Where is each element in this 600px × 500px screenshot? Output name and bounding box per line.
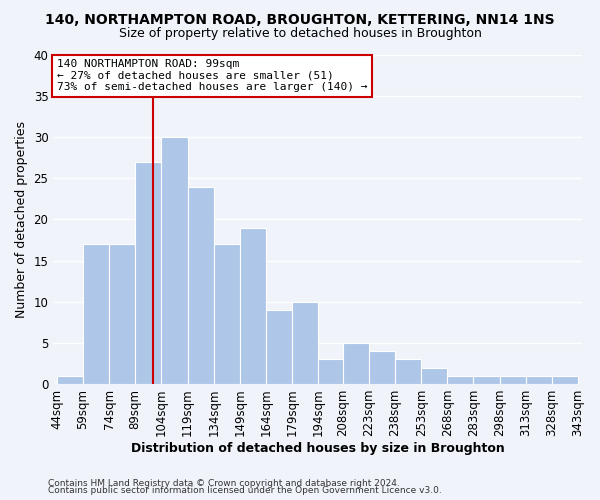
Bar <box>343 343 369 384</box>
Text: 140, NORTHAMPTON ROAD, BROUGHTON, KETTERING, NN14 1NS: 140, NORTHAMPTON ROAD, BROUGHTON, KETTER… <box>45 12 555 26</box>
Bar <box>319 360 344 384</box>
Text: 140 NORTHAMPTON ROAD: 99sqm
← 27% of detached houses are smaller (51)
73% of sem: 140 NORTHAMPTON ROAD: 99sqm ← 27% of det… <box>57 59 367 92</box>
Text: Contains HM Land Registry data © Crown copyright and database right 2024.: Contains HM Land Registry data © Crown c… <box>48 478 400 488</box>
Bar <box>83 244 109 384</box>
Y-axis label: Number of detached properties: Number of detached properties <box>15 121 28 318</box>
Bar <box>526 376 552 384</box>
Bar <box>448 376 473 384</box>
Bar <box>552 376 578 384</box>
Text: Contains public sector information licensed under the Open Government Licence v3: Contains public sector information licen… <box>48 486 442 495</box>
X-axis label: Distribution of detached houses by size in Broughton: Distribution of detached houses by size … <box>131 442 505 455</box>
Bar <box>500 376 526 384</box>
Text: Size of property relative to detached houses in Broughton: Size of property relative to detached ho… <box>119 28 481 40</box>
Bar <box>214 244 240 384</box>
Bar <box>188 186 214 384</box>
Bar <box>292 302 319 384</box>
Bar <box>135 162 161 384</box>
Bar <box>369 351 395 384</box>
Bar <box>473 376 500 384</box>
Bar <box>109 244 135 384</box>
Bar <box>161 137 188 384</box>
Bar <box>240 228 266 384</box>
Bar <box>266 310 292 384</box>
Bar <box>395 360 421 384</box>
Bar <box>57 376 83 384</box>
Bar <box>421 368 448 384</box>
